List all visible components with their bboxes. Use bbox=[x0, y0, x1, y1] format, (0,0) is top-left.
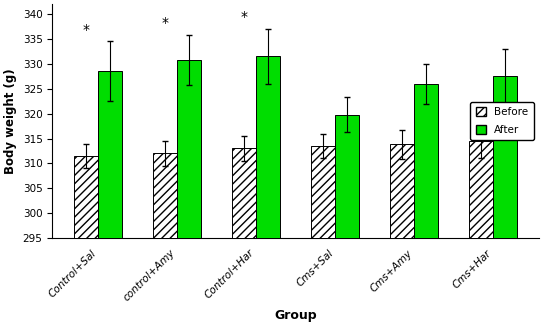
Bar bbox=[256, 56, 280, 238]
Bar bbox=[493, 76, 517, 238]
Bar bbox=[232, 148, 256, 238]
Bar bbox=[311, 146, 335, 238]
Bar bbox=[414, 84, 438, 238]
Text: *: * bbox=[162, 16, 169, 30]
X-axis label: Group: Group bbox=[274, 309, 317, 322]
Bar bbox=[335, 115, 359, 238]
Bar bbox=[469, 141, 493, 238]
Text: *: * bbox=[83, 22, 90, 37]
Bar bbox=[74, 156, 98, 238]
Bar bbox=[390, 144, 414, 238]
Bar bbox=[154, 154, 177, 238]
Bar bbox=[177, 60, 201, 238]
Legend: Before, After: Before, After bbox=[470, 102, 534, 141]
Bar bbox=[98, 71, 122, 238]
Y-axis label: Body weight (g): Body weight (g) bbox=[4, 68, 17, 174]
Text: *: * bbox=[241, 10, 248, 24]
